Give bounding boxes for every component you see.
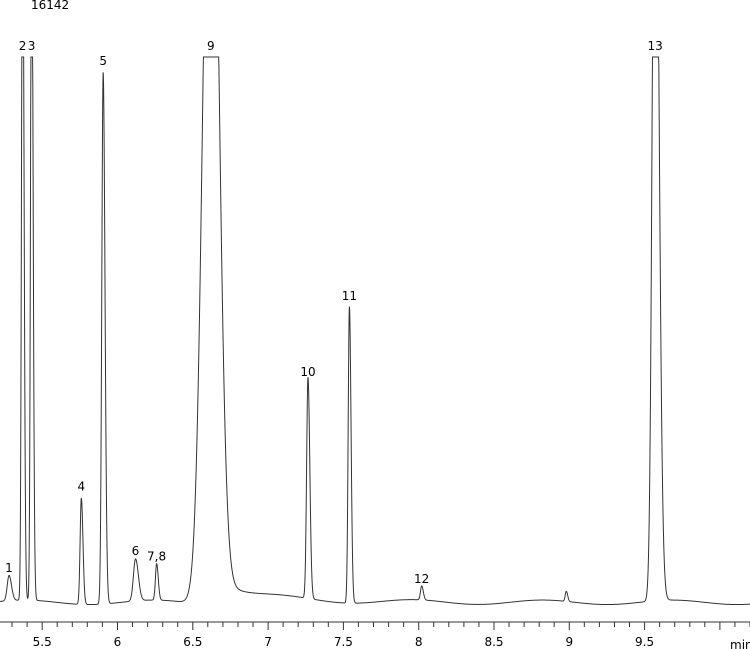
x-tick-label: 7.5: [334, 635, 353, 649]
peak-label-6: 6: [132, 544, 140, 558]
x-axis-unit-label: min: [730, 638, 750, 649]
peak-label-5: 5: [99, 54, 107, 68]
peak-label-2: 2: [19, 39, 27, 53]
peak-label-4: 4: [77, 480, 85, 494]
x-axis: 5.5 6 6.5 7 7.5 8 8.5 9 9.5: [0, 621, 750, 649]
x-tick-label: 8: [415, 635, 423, 649]
peak-label-12: 12: [414, 572, 429, 586]
x-tick-label: 9.5: [635, 635, 654, 649]
peak-label-7-8: 7,8: [147, 550, 166, 564]
peak-label-11: 11: [342, 289, 357, 303]
peak-label-10: 10: [300, 365, 315, 379]
trace-layer: [0, 56, 750, 606]
x-tick-label: 7: [264, 635, 272, 649]
x-tick-label: 6: [114, 635, 122, 649]
peak-label-9: 9: [207, 39, 215, 53]
chromatogram-trace: [0, 56, 750, 606]
x-tick-label: 9: [565, 635, 573, 649]
peak-label-3: 3: [28, 39, 36, 53]
chart-title: 16142: [31, 0, 69, 12]
x-tick-label: 8.5: [484, 635, 503, 649]
peak-label-1: 1: [5, 561, 13, 575]
x-tick-label: 6.5: [183, 635, 202, 649]
peak-label-13: 13: [647, 39, 662, 53]
x-tick-label: 5.5: [33, 635, 52, 649]
